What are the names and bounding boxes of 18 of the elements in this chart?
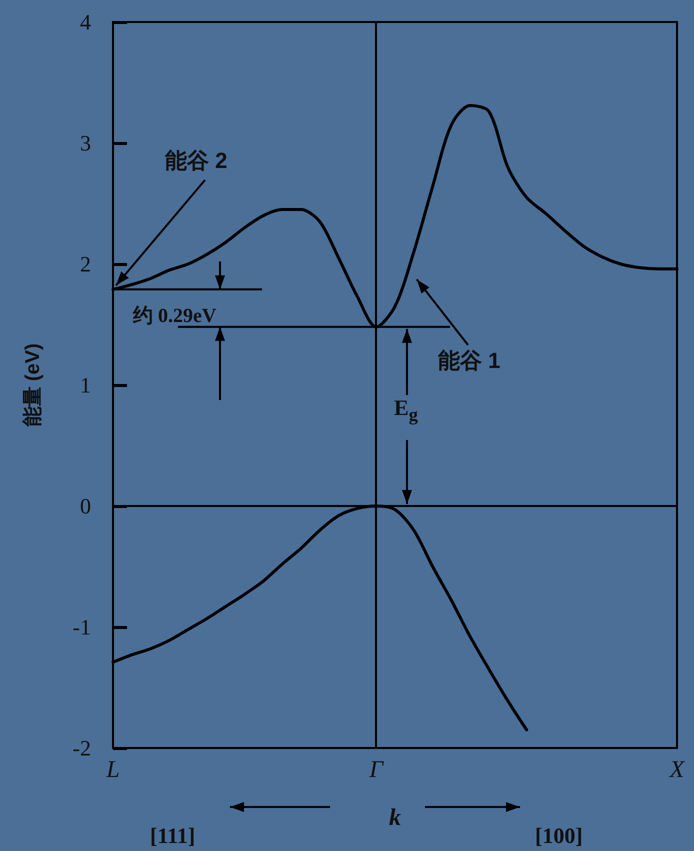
y-tick-label: 2 (80, 252, 91, 276)
y-tick-label: 1 (80, 372, 91, 398)
y-tick-label: 4 (80, 10, 91, 34)
x-tick-label: L (105, 757, 120, 783)
text: [111] (150, 823, 196, 848)
y-tick-label: 3 (80, 130, 91, 156)
text: [100] (535, 823, 583, 848)
x-tick-label: X (668, 757, 686, 783)
annotation: 约 0.29eV (132, 305, 217, 327)
y-axis-title: 能量 (eV) (21, 343, 44, 427)
annotation: E$_{g}$ (394, 395, 418, 425)
x-tick-label: Γ (368, 757, 384, 783)
annotation: 能谷 1 (438, 348, 500, 373)
annotation: 能谷 2 (165, 148, 228, 173)
x-axis-title: k (389, 805, 401, 831)
y-tick-label: -2 (72, 736, 91, 760)
y-tick-label: -1 (72, 614, 91, 640)
y-tick-label: 0 (80, 494, 91, 518)
